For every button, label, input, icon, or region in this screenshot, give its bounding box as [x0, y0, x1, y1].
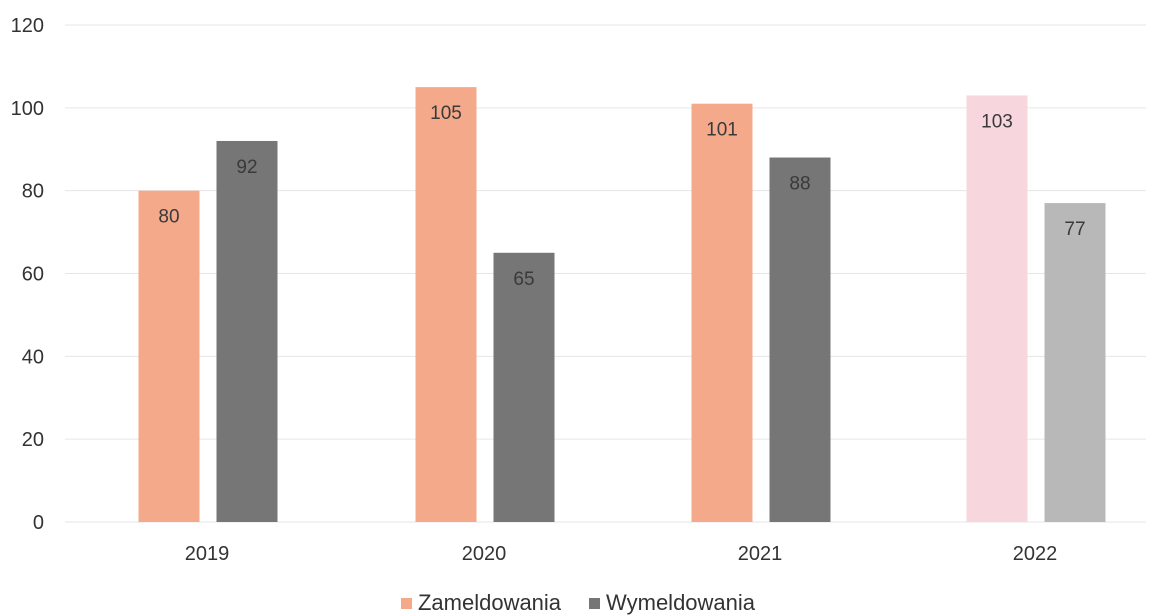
bar-wymeldowania-2019 — [216, 140, 278, 522]
data-label: 101 — [706, 120, 738, 141]
y-tick-label: 60 — [22, 264, 44, 286]
legend: Zameldowania Wymeldowania — [0, 590, 1156, 616]
legend-label-zameldowania: Zameldowania — [417, 590, 562, 615]
y-tick-label: 120 — [11, 15, 44, 37]
y-tick-label: 80 — [22, 181, 44, 203]
y-tick-label: 100 — [11, 98, 44, 120]
x-tick-label: 2020 — [462, 543, 507, 565]
legend-swatch-wymeldowania — [589, 597, 601, 609]
data-labels: 80 92 105 65 101 88 103 77 — [158, 103, 1085, 290]
bar-zameldowania-2022 — [966, 95, 1028, 523]
legend-swatch-zameldowania — [400, 597, 412, 609]
legend-item-zameldowania: Zameldowania — [400, 590, 562, 616]
bar-zameldowania-2021 — [691, 103, 753, 523]
data-label: 88 — [789, 174, 810, 195]
legend-item-wymeldowania: Wymeldowania — [589, 590, 755, 616]
data-label: 92 — [236, 157, 257, 178]
y-tick-label: 20 — [22, 429, 44, 451]
y-tick-label: 0 — [33, 512, 44, 534]
legend-label-wymeldowania: Wymeldowania — [606, 590, 756, 615]
y-tick-label: 40 — [22, 346, 44, 368]
data-label: 65 — [513, 269, 534, 290]
bar-wymeldowania-2020 — [493, 252, 555, 522]
x-tick-label: 2022 — [1013, 543, 1058, 565]
bars — [138, 87, 1106, 523]
bar-wymeldowania-2022 — [1044, 203, 1106, 522]
y-axis-tick-labels: 0 20 40 60 80 100 120 — [11, 15, 44, 534]
data-label: 80 — [158, 207, 179, 228]
bar-zameldowania-2020 — [415, 87, 477, 522]
x-tick-label: 2019 — [185, 543, 230, 565]
data-label: 103 — [981, 111, 1013, 132]
x-axis-tick-labels: 2019 2020 2021 2022 — [185, 543, 1058, 565]
data-label: 77 — [1064, 219, 1085, 240]
x-tick-label: 2021 — [738, 543, 783, 565]
bar-wymeldowania-2021 — [769, 157, 831, 523]
data-label: 105 — [430, 103, 462, 124]
bar-zameldowania-2019 — [138, 190, 200, 522]
